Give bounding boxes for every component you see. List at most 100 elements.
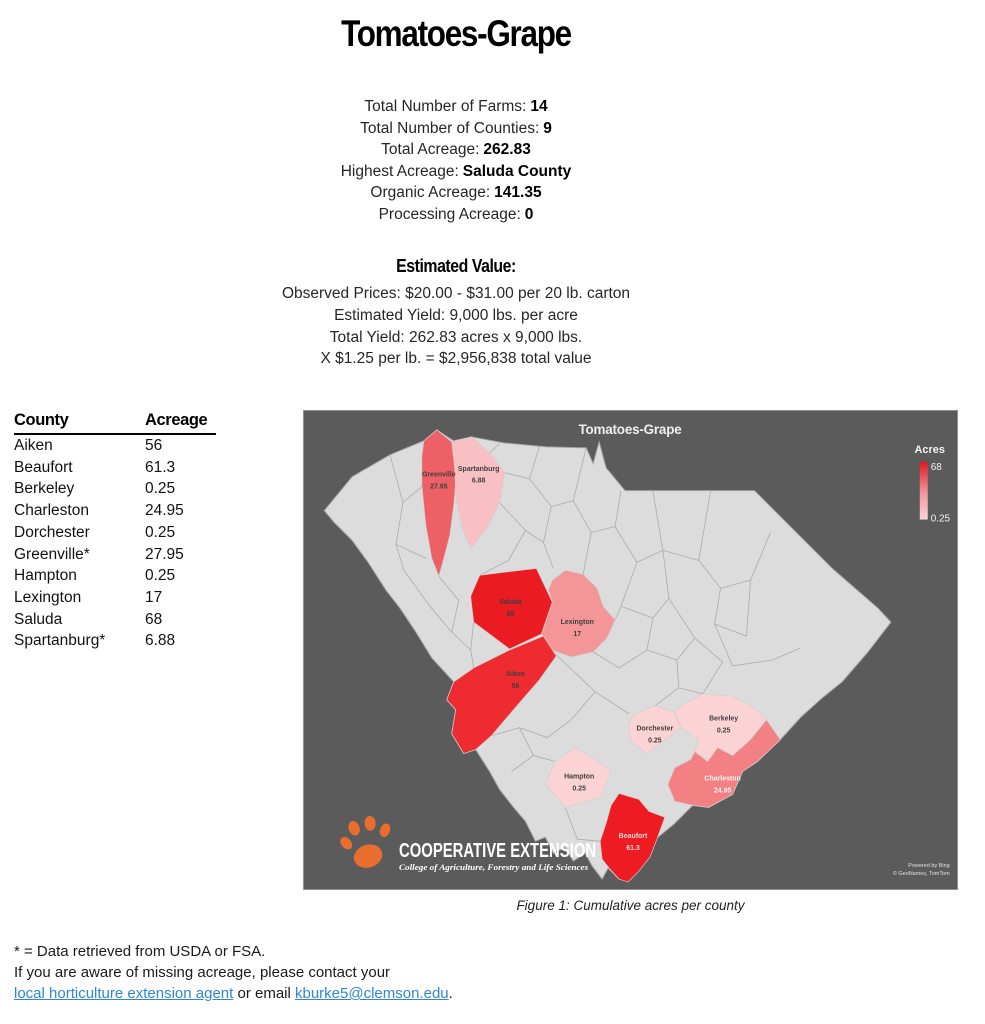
cell-county: Hampton [14, 567, 77, 585]
county-label-berkeley-name: Berkeley [709, 716, 738, 723]
cell-acreage: 56 [145, 437, 163, 454]
cell-acreage: 6.88 [145, 632, 176, 650]
cell-county: Dorchester [14, 523, 90, 541]
stat-label: Total Acreage: [381, 141, 480, 159]
cell-county: Spartanburg* [14, 632, 106, 650]
estimated-value-heading: Estimated Value: [396, 256, 516, 276]
column-header-acreage: Acreage [145, 411, 216, 435]
cell-acreage: 61.3 [145, 458, 176, 476]
stat-counties: Total Number of Counties: 9 [0, 118, 912, 140]
cell-county: Lexington [14, 588, 82, 606]
email-link[interactable]: kburke5@clemson.edu [295, 985, 449, 1002]
county-label-saluda-name: Saluda [499, 599, 522, 606]
county-shape-aiken [446, 635, 557, 754]
cell-acreage: 68 [145, 610, 163, 628]
cell-acreage: 17 [145, 588, 163, 606]
estimated-line-prices: Observed Prices: $20.00 - $31.00 per 20 … [281, 285, 631, 302]
cell-acreage: 27.95 [145, 545, 184, 563]
county-boundary-lines [389, 443, 801, 842]
stat-value: 141.35 [494, 184, 542, 202]
county-label-spartanburg-value: 6.88 [472, 478, 486, 485]
table-row: Hampton 0.25 [14, 565, 216, 587]
county-label-greenville-name: Greenville [422, 472, 456, 479]
stat-value: Saluda County [462, 162, 572, 180]
cell-county: Greenville* [14, 545, 90, 563]
county-label-spartanburg-name: Spartanburg [458, 466, 499, 473]
footnote-period: . [448, 985, 453, 1002]
clemson-paw-icon [340, 815, 391, 868]
stat-label: Total Number of Counties: [360, 119, 540, 137]
county-shape-saluda [470, 567, 553, 650]
map-title: Tomatoes-Grape [579, 422, 683, 437]
county-label-hampton-name: Hampton [564, 773, 594, 780]
county-label-saluda-value: 68 [507, 611, 515, 618]
footnote-asterisk-note: * = Data retrieved from USDA or FSA. [14, 943, 266, 960]
cell-acreage: 0.25 [145, 480, 176, 498]
legend-gradient-bar [919, 461, 928, 520]
page-title: Tomatoes-Grape [341, 13, 572, 54]
table-row: Charleston 24.95 [14, 500, 216, 522]
cell-county: Aiken [14, 437, 53, 454]
county-label-lexington-name: Lexington [561, 619, 594, 626]
logo-wordmark: COOPERATIVE EXTENSION [399, 840, 596, 862]
cell-county: Saluda [14, 610, 63, 628]
county-label-lexington-value: 17 [573, 631, 581, 638]
estimated-value-block: Observed Prices: $20.00 - $31.00 per 20 … [0, 283, 912, 370]
cell-county: Charleston [14, 502, 89, 520]
stat-value: 9 [543, 119, 552, 137]
map-attribution: Powered by Bing © GeoNames, TomTom [893, 863, 950, 877]
attribution-line1: Powered by Bing [908, 863, 949, 869]
footnote-links-line: local horticulture extension agent or em… [14, 983, 453, 1004]
stat-label: Processing Acreage: [378, 205, 521, 223]
county-shape-beaufort [599, 792, 666, 883]
table-row: Dorchester 0.25 [14, 522, 216, 544]
county-label-charleston-value: 24.95 [714, 787, 732, 794]
summary-stats: Total Number of Farms: 14 Total Number of… [0, 96, 912, 226]
table-row: Greenville* 27.95 [14, 544, 216, 566]
county-label-berkeley-value: 0.25 [717, 728, 731, 735]
stat-label: Total Number of Farms: [364, 98, 527, 115]
stat-value: 0 [524, 205, 534, 223]
county-label-beaufort-value: 61.3 [626, 845, 640, 852]
footnote-mid-text: or email [233, 985, 295, 1002]
footnote-contact-line: If you are aware of missing acreage, ple… [14, 964, 391, 981]
extension-agent-link[interactable]: local horticulture extension agent [14, 985, 234, 1002]
stat-label: Organic Acreage: [370, 184, 491, 202]
cell-acreage: 0.25 [145, 523, 176, 541]
stat-processing-acreage: Processing Acreage: 0 [0, 204, 912, 226]
logo-tagline: College of Agriculture, Forestry and Lif… [399, 862, 589, 872]
table-row: Berkeley 0.25 [14, 478, 216, 500]
cell-acreage: 24.95 [145, 502, 184, 520]
county-shape-lexington [540, 569, 616, 658]
county-label-beaufort-name: Beaufort [619, 833, 648, 840]
table-header-row: County Acreage [14, 411, 216, 435]
stat-farms: Total Number of Farms: 14 [0, 96, 912, 118]
county-label-charleston-name: Charleston [704, 775, 740, 782]
county-acreage-table: County Acreage Aiken 56 Beaufort 61.3 Berk… [14, 411, 216, 652]
table-row: Beaufort 61.3 [14, 457, 216, 479]
table-row: Aiken 56 [14, 434, 216, 457]
county-label-aiken-name: Aiken [506, 671, 525, 678]
stat-organic-acreage: Organic Acreage: 141.35 [0, 182, 912, 204]
clemson-extension-logo: COOPERATIVE EXTENSION College of Agricul… [340, 815, 596, 872]
estimated-line-total-value: X $1.25 per lb. = $2,956,838 total value [320, 350, 592, 368]
legend-max-label: 68 [931, 462, 943, 473]
legend-title: Acres [915, 444, 945, 456]
table-row: Saluda 68 [14, 609, 216, 631]
south-carolina-map: Greenville 27.95 Spartanburg 6.88 Saluda… [304, 411, 957, 889]
county-shape-charleston [667, 719, 781, 808]
stat-value: 14 [530, 98, 548, 115]
map-legend: Acres 68 0.25 [915, 444, 951, 525]
stat-highest-acreage: Highest Acreage: Saluda County [0, 161, 912, 183]
county-shape-dorchester [627, 705, 682, 755]
table-row: Spartanburg* 6.88 [14, 630, 216, 652]
county-label-dorchester-name: Dorchester [636, 726, 673, 733]
estimated-line-total-yield: Total Yield: 262.83 acres x 9,000 lbs. [329, 328, 583, 346]
county-shape-hampton [544, 747, 612, 808]
estimated-line-yield: Estimated Yield: 9,000 lbs. per acre [334, 306, 578, 324]
legend-min-label: 0.25 [931, 514, 951, 525]
cell-acreage: 0.25 [145, 567, 176, 585]
column-header-county: County [14, 411, 145, 435]
stat-label: Highest Acreage: [340, 162, 459, 180]
